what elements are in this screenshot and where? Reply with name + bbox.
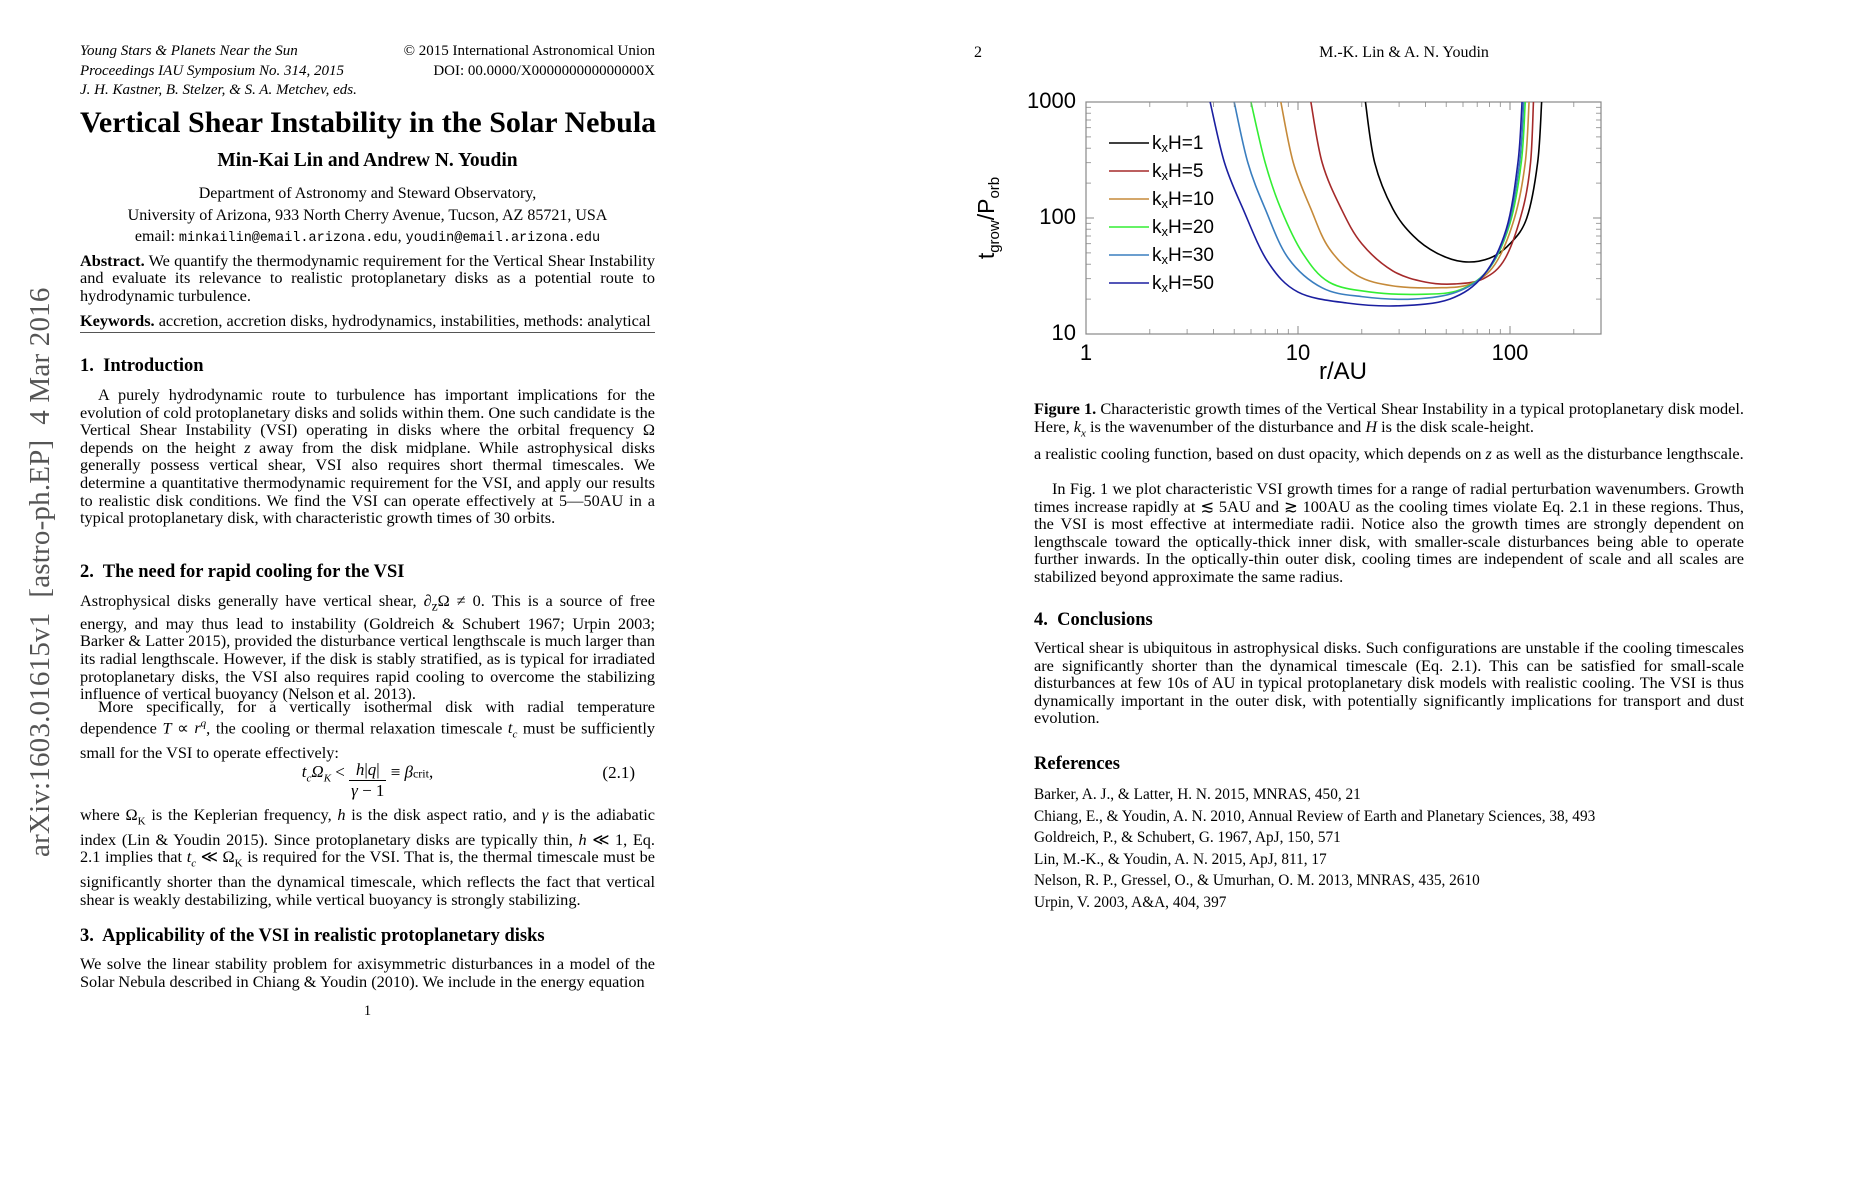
svg-text:r/AU: r/AU (1319, 358, 1367, 385)
svg-text:kxH=5: kxH=5 (1152, 161, 1203, 183)
svg-text:100: 100 (1039, 204, 1076, 229)
svg-text:10: 10 (1052, 320, 1076, 345)
svg-text:1: 1 (1080, 340, 1092, 365)
svg-text:kxH=10: kxH=10 (1152, 189, 1214, 211)
svg-text:1000: 1000 (1027, 88, 1076, 113)
svg-text:kxH=20: kxH=20 (1152, 217, 1214, 239)
svg-text:10: 10 (1286, 340, 1310, 365)
svg-text:kxH=1: kxH=1 (1152, 133, 1203, 155)
svg-text:100: 100 (1492, 340, 1529, 365)
svg-text:tgrow/Porb: tgrow/Porb (973, 177, 1003, 259)
svg-text:kxH=30: kxH=30 (1152, 245, 1214, 267)
svg-text:kxH=50: kxH=50 (1152, 273, 1214, 295)
